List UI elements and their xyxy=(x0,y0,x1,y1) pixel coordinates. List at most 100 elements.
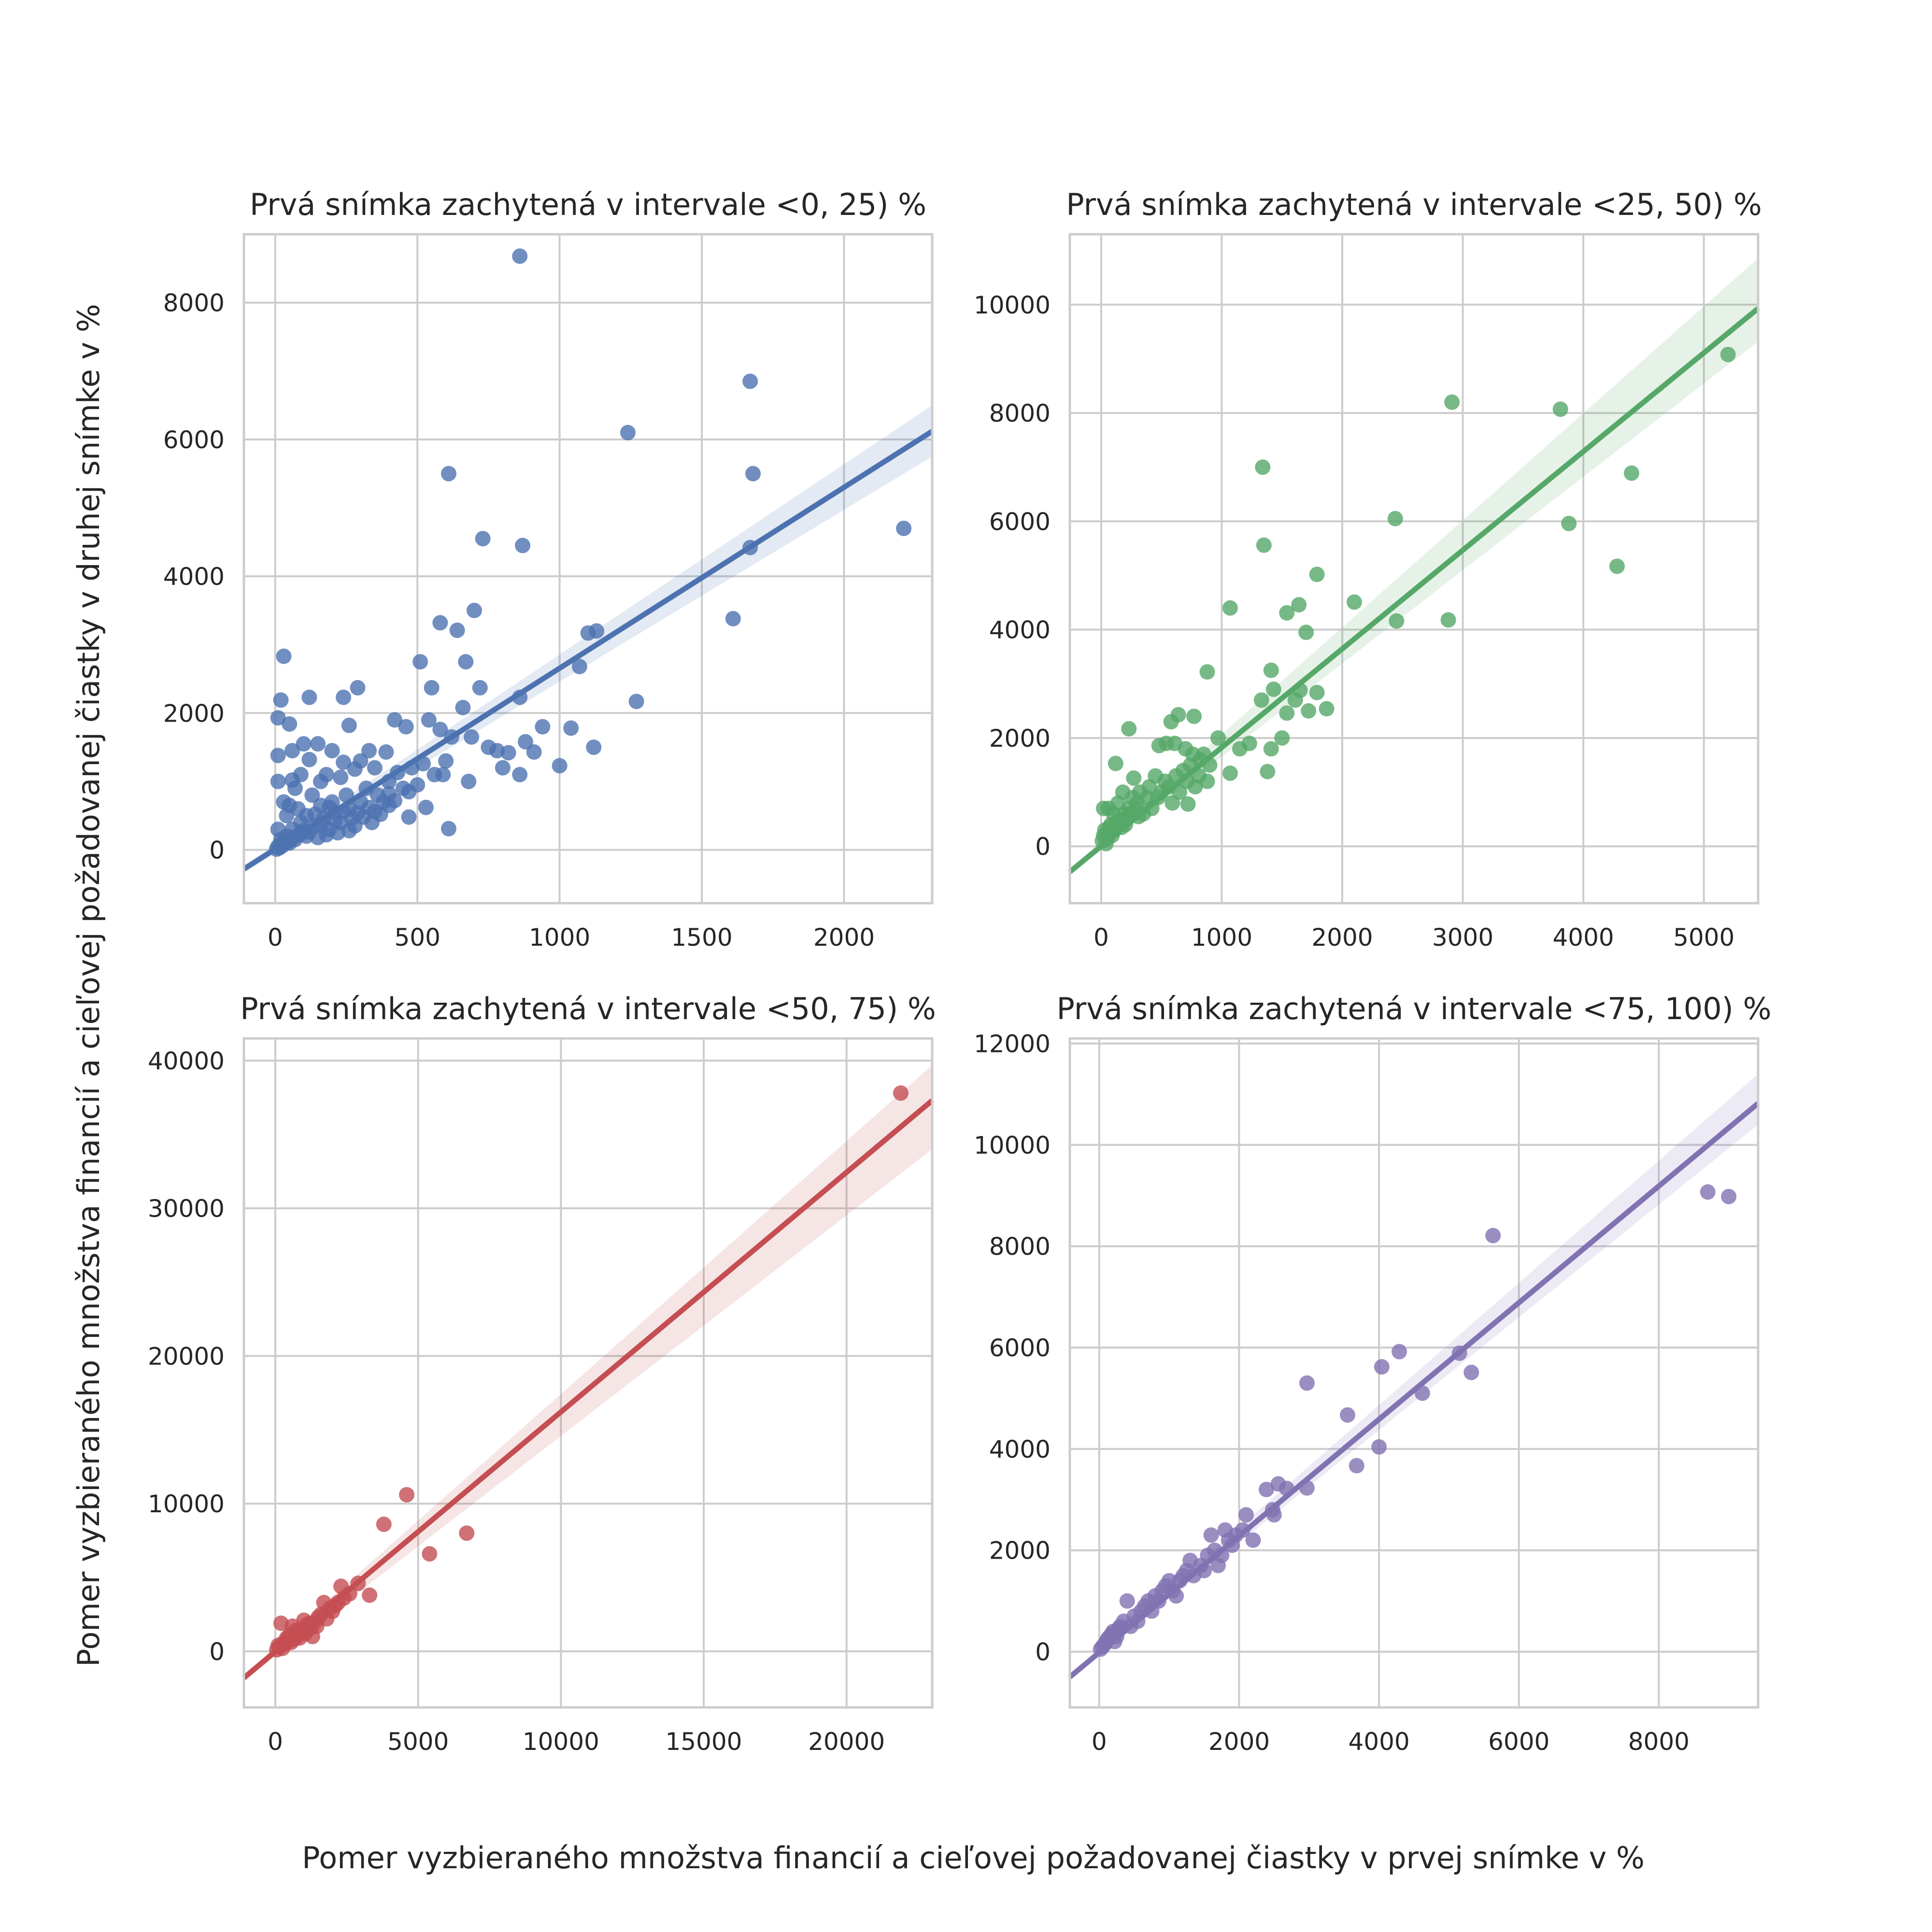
data-point xyxy=(1210,730,1226,746)
data-point xyxy=(1485,1228,1501,1244)
data-point xyxy=(472,680,488,696)
plot-frame xyxy=(242,233,934,905)
data-point xyxy=(313,773,328,789)
y-tick-label: 2000 xyxy=(989,1537,1051,1565)
data-point xyxy=(401,809,417,825)
data-point xyxy=(440,821,456,837)
data-point xyxy=(620,425,636,440)
data-point xyxy=(304,787,320,803)
data-point xyxy=(1319,701,1335,717)
data-point xyxy=(378,744,394,760)
x-tick-label: 5000 xyxy=(387,1728,449,1756)
data-point xyxy=(1265,682,1281,697)
data-point xyxy=(1263,741,1279,757)
data-point xyxy=(725,611,741,626)
data-point xyxy=(310,736,326,752)
y-tick-label: 8000 xyxy=(989,1233,1051,1261)
data-point xyxy=(293,767,309,782)
x-tick-label: 5000 xyxy=(1673,923,1734,952)
x-tick-label: 2000 xyxy=(1311,923,1373,952)
y-tick-label: 2000 xyxy=(989,724,1051,753)
data-point xyxy=(301,689,317,705)
y-tick-label: 10000 xyxy=(974,291,1051,319)
data-point xyxy=(361,743,377,759)
data-point xyxy=(589,623,605,639)
plot-frame xyxy=(242,1037,934,1709)
data-point xyxy=(1165,795,1180,811)
regression-line xyxy=(242,1098,934,1680)
data-point xyxy=(296,736,312,752)
data-point xyxy=(1346,594,1362,610)
data-point xyxy=(512,248,528,264)
data-point xyxy=(1186,709,1202,724)
data-point xyxy=(1256,537,1272,553)
data-point xyxy=(282,716,298,732)
x-tick-label: 500 xyxy=(394,923,440,952)
regression-line xyxy=(1068,306,1760,874)
data-point xyxy=(1387,511,1403,526)
data-point xyxy=(464,729,480,745)
data-point xyxy=(1263,662,1279,678)
data-point xyxy=(1700,1184,1716,1200)
data-point xyxy=(1309,684,1325,700)
data-point xyxy=(1561,515,1577,531)
data-point xyxy=(1374,1359,1390,1375)
y-tick-label: 20000 xyxy=(148,1342,225,1370)
x-tick-label: 2000 xyxy=(813,923,875,952)
y-tick-label: 10000 xyxy=(148,1490,225,1518)
data-point xyxy=(1298,625,1314,640)
data-point xyxy=(535,719,551,735)
data-point xyxy=(1180,796,1196,812)
data-point xyxy=(336,689,352,705)
data-point xyxy=(333,769,349,785)
y-tick-label: 6000 xyxy=(163,426,225,454)
data-point xyxy=(628,694,644,710)
subplot-title: Prvá snímka zachytená v intervale <50, 7… xyxy=(240,991,936,1026)
data-point xyxy=(1349,1458,1364,1474)
data-point xyxy=(1232,741,1248,757)
data-point xyxy=(459,1525,475,1541)
data-point xyxy=(512,767,528,782)
data-point xyxy=(1309,567,1325,582)
data-point xyxy=(1291,597,1307,613)
y-tick-label: 4000 xyxy=(989,616,1051,644)
data-point xyxy=(367,760,383,776)
x-tick-label: 0 xyxy=(268,1728,283,1756)
y-tick-label: 4000 xyxy=(989,1435,1051,1463)
x-tick-label: 3000 xyxy=(1432,923,1493,952)
data-point xyxy=(395,781,411,796)
data-point xyxy=(421,712,437,728)
data-point xyxy=(341,823,357,838)
y-tick-label: 12000 xyxy=(974,1030,1051,1058)
data-point xyxy=(350,680,366,696)
y-tick-label: 6000 xyxy=(989,1334,1051,1362)
data-point xyxy=(1287,692,1303,708)
subplot-0-25: 0 500 1000 1500 2000 0 2000 4000 6000 8000 Prvá sn… xyxy=(163,187,934,952)
subplot-25-50: 0 1000 2000 3000 4000 5000 0 2000 4000 6000 8000 10… xyxy=(974,187,1762,952)
y-tick-label: 0 xyxy=(1035,833,1051,861)
data-point xyxy=(515,538,531,554)
data-point xyxy=(387,793,403,809)
y-tick-label: 4000 xyxy=(163,563,225,591)
data-point xyxy=(1253,692,1269,708)
data-point xyxy=(273,692,289,708)
data-point xyxy=(435,767,451,782)
data-point xyxy=(1260,764,1276,780)
data-point xyxy=(301,752,317,767)
data-point xyxy=(1389,613,1405,629)
data-point xyxy=(438,753,454,769)
x-tick-label: 0 xyxy=(268,923,283,952)
data-point xyxy=(526,744,542,760)
data-point xyxy=(449,622,465,638)
data-point xyxy=(1392,1344,1407,1360)
data-point xyxy=(1301,703,1317,719)
x-tick-label: 4000 xyxy=(1553,923,1614,952)
data-point xyxy=(1119,1593,1135,1609)
x-tick-label: 15000 xyxy=(665,1728,742,1756)
data-point xyxy=(1299,1375,1315,1391)
data-point xyxy=(745,466,761,482)
y-tick-label: 40000 xyxy=(148,1047,225,1075)
y-tick-label: 0 xyxy=(209,1638,225,1666)
x-tick-label: 0 xyxy=(1094,923,1109,952)
